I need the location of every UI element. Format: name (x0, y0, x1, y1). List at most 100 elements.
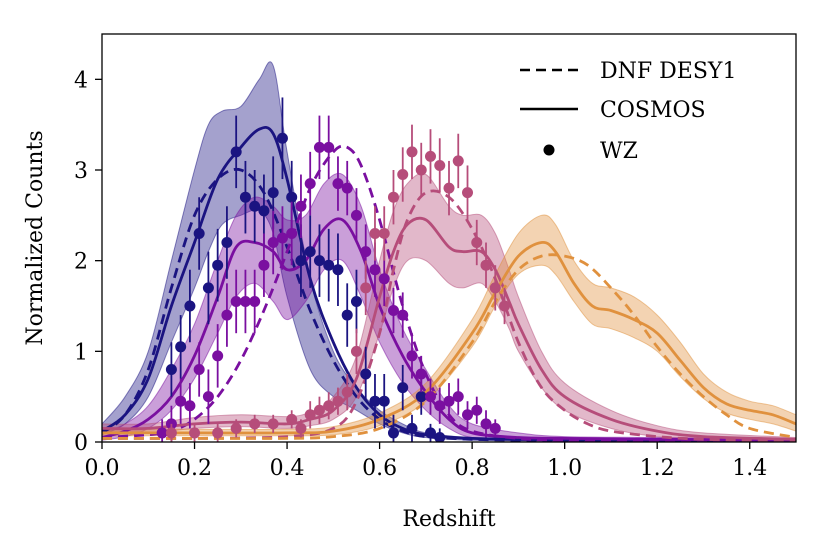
x-tick-label: 1.4 (732, 456, 767, 481)
bin3-wz-point (489, 282, 501, 294)
bin1-wz-point (387, 427, 399, 439)
bin3-wz-point (424, 150, 436, 162)
bin3-wz-point (406, 146, 418, 158)
bin2-wz-point (424, 391, 436, 403)
legend-marker-icon (543, 144, 555, 156)
bin1-wz-point (184, 300, 196, 312)
bin1-wz-point (424, 427, 436, 439)
bin2-wz-point (480, 418, 492, 430)
bin2-wz-point (387, 305, 399, 317)
bin1-wz-point (378, 395, 390, 407)
bin1-wz-point (230, 146, 242, 158)
bin2-wz-point (350, 209, 362, 221)
bin1-wz-point (397, 382, 409, 394)
bin3-wz-point (369, 227, 381, 239)
bin3-wz-point (165, 427, 177, 439)
bin2-wz-point (239, 295, 251, 307)
x-tick-label: 0.6 (362, 456, 397, 481)
bin1-wz-point (360, 368, 372, 380)
bin1-wz-point (165, 363, 177, 375)
bin2-wz-point (378, 273, 390, 285)
bin3-wz-point (443, 182, 455, 194)
bin1-wz-point (434, 431, 446, 442)
bin2-wz-point (332, 178, 344, 190)
x-tick-label: 1.2 (640, 456, 675, 481)
bin1-wz-point (221, 237, 233, 249)
x-tick-label: 0.2 (177, 456, 212, 481)
bin1-wz-point (295, 255, 307, 267)
y-axis-label: Normalized Counts (23, 130, 48, 345)
y-axis-ticks: 0 1 2 3 4 (74, 68, 102, 456)
y-tick-label: 0 (74, 431, 88, 456)
bin1-wz-point (267, 187, 279, 199)
legend-label-cosmos: COSMOS (600, 98, 706, 123)
bin2-wz-point (452, 391, 464, 403)
x-axis-ticks: 0.0 0.2 0.4 0.6 0.8 1.0 1.2 1.4 (85, 442, 767, 481)
bin3-wz-point (189, 427, 201, 439)
bin2-wz-point (369, 264, 381, 276)
bin3-wz-point (295, 422, 307, 434)
x-tick-label: 1.0 (547, 456, 582, 481)
x-tick-label: 0.8 (455, 456, 490, 481)
bin3-wz-point (499, 300, 511, 312)
x-axis-label: Redshift (402, 507, 495, 532)
bin2-wz-point (489, 422, 501, 434)
bin3-wz-point (313, 404, 325, 416)
bin1-wz-point (239, 191, 251, 203)
bin3-wz-point (267, 418, 279, 430)
bin2-wz-point (258, 259, 270, 271)
bin1-wz-point (304, 246, 316, 258)
legend-label-dnf: DNF DESY1 (600, 59, 736, 84)
bin2-wz-point (221, 309, 233, 321)
bin1-wz-point (286, 191, 298, 203)
bin3-wz-point (341, 386, 353, 398)
bin3-wz-point (452, 155, 464, 167)
bin2-wz-point (184, 400, 196, 412)
bin3-wz-point (462, 187, 474, 199)
axes-frame (101, 33, 797, 443)
bin2-wz-point (276, 232, 288, 244)
bin3-wz-point (480, 259, 492, 271)
bin2-dnf-line (102, 144, 796, 442)
legend: DNF DESY1 COSMOS WZ (520, 59, 736, 164)
bin2-wz-point (295, 200, 307, 212)
bin1-wz-point (313, 255, 325, 267)
bin2-wz-point (193, 363, 205, 375)
legend-label-wz: WZ (600, 139, 638, 164)
bin3-wz-point (286, 413, 298, 425)
bin3-wz-point (249, 418, 261, 430)
bin2-wz-point (443, 395, 455, 407)
bin2-wz-point (462, 409, 474, 421)
bin2-wz-point (360, 246, 372, 258)
bin1-wz-point (415, 391, 427, 403)
bin2-wz-point (249, 295, 261, 307)
bin2-wz-point (286, 227, 298, 239)
bin3-cosmos-line (102, 216, 796, 441)
bin2-wz-point (406, 350, 418, 362)
bin2-wz-point (212, 350, 224, 362)
bin4-dnf-line (102, 253, 796, 440)
x-tick-label: 0.0 (85, 456, 120, 481)
bin1-wz-point (258, 205, 270, 217)
bin2-wz-point (313, 141, 325, 153)
bin2-wz-point (175, 395, 187, 407)
bin3-wz-point (332, 395, 344, 407)
bin3-wz-point (360, 282, 372, 294)
bin2-wz-point (267, 237, 279, 249)
bin1-wz-point (202, 282, 214, 294)
bin2-wz-point (397, 309, 409, 321)
bin1-wz-point (175, 341, 187, 353)
bin2-wz-point (415, 368, 427, 380)
bin3-wz-point (230, 422, 242, 434)
bin3-dnf-line (102, 189, 796, 442)
y-tick-label: 4 (74, 68, 88, 93)
bin3-wz-point (212, 427, 224, 439)
bin1-wz-point (369, 395, 381, 407)
bin3-wz-point (378, 227, 390, 239)
bin2-wz-point (323, 141, 335, 153)
bin1-wz-point (341, 309, 353, 321)
bin3-wz-point (350, 345, 362, 357)
y-tick-label: 1 (74, 340, 88, 365)
bin1-wz-point (406, 422, 418, 434)
